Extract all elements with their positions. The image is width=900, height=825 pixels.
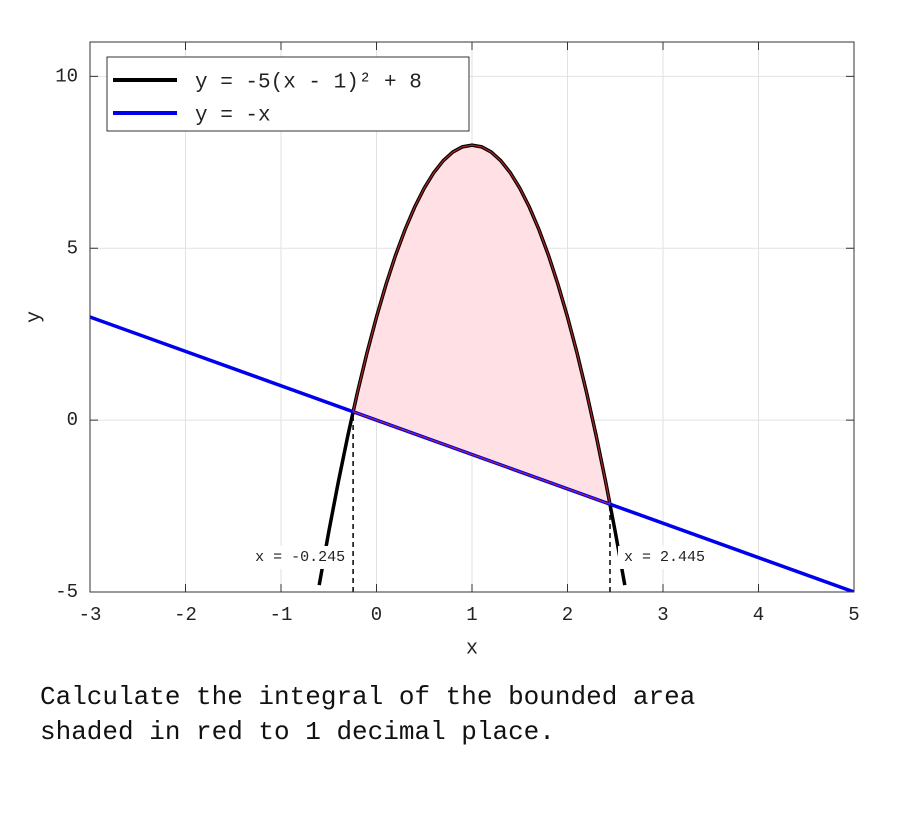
question-line: Calculate the integral of the bounded ar… [40, 682, 696, 712]
chart: x y -3 -2 -1 0 1 2 3 4 5 -5 0 5 10 x = -0.245 x = 2.44… [23, 41, 860, 660]
x-tick-label: 5 [848, 604, 859, 626]
x-tick-label: -1 [270, 604, 293, 626]
x-tick-label: -2 [174, 604, 197, 626]
x-tick-label: 2 [562, 604, 573, 626]
shaded-area [353, 145, 610, 505]
annotation-bg [617, 545, 712, 569]
x-tick-label: -3 [79, 604, 102, 626]
x-tick-label: 1 [466, 604, 477, 626]
annotation-label: x = -0.245 [255, 549, 345, 566]
y-tick-label: 5 [67, 237, 78, 259]
annotation-label: x = 2.445 [624, 549, 705, 566]
legend-label: y = -5(x - 1)² + 8 [195, 72, 422, 95]
legend-label: y = -x [195, 105, 271, 128]
shade-edge [352, 144, 611, 505]
question-line: shaded in red to 1 decimal place. [40, 717, 555, 747]
x-tick-label: 0 [371, 604, 382, 626]
y-tick-label: 10 [55, 65, 78, 87]
y-axis-label: y [23, 311, 46, 323]
legend-box [106, 56, 470, 132]
x-tick-label: 4 [753, 604, 764, 626]
y-tick-label: 0 [67, 409, 78, 431]
x-tick-label: 3 [657, 604, 668, 626]
y-tick-label: -5 [55, 581, 78, 603]
x-axis-label: x [466, 637, 478, 660]
annotation-bg [249, 545, 352, 569]
plot-frame [89, 41, 855, 593]
question: Calculate the integral of the bounded ar… [40, 680, 695, 750]
